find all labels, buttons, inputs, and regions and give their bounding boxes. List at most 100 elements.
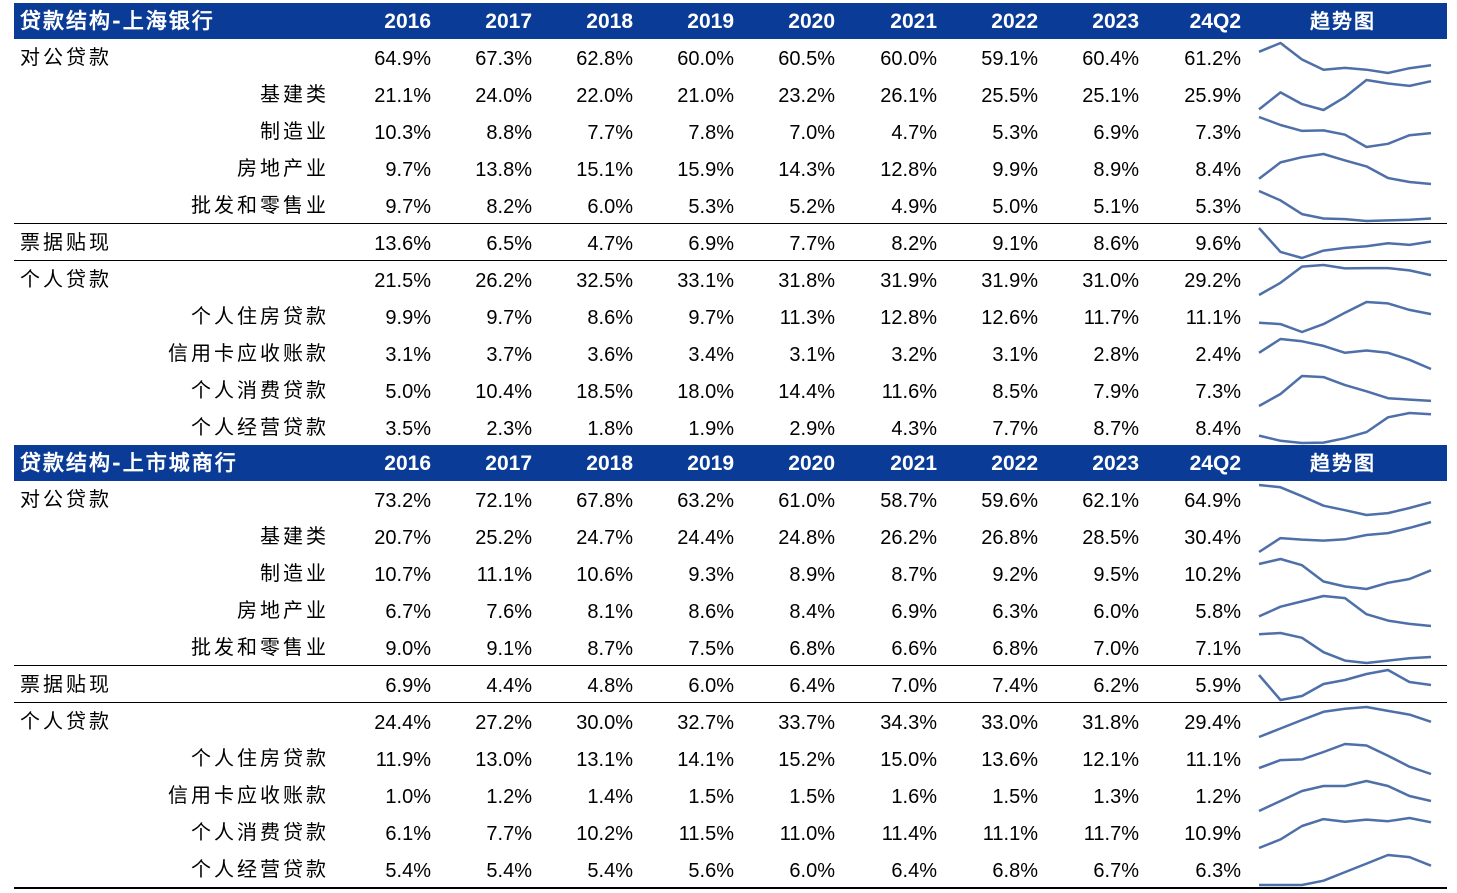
cell-value: 9.7% (486, 307, 532, 329)
cell-value: 7.3% (1195, 122, 1241, 144)
cell-value: 64.9% (374, 48, 431, 70)
cell-value: 23.2% (778, 85, 835, 107)
sparkline-path (1258, 374, 1432, 408)
row-label: 房地产业 (237, 156, 329, 180)
trend-sparkline (1258, 227, 1432, 260)
cell-value: 9.9% (385, 307, 431, 329)
cell-value: 9.6% (1195, 233, 1241, 255)
table-title: 贷款结构-上市城商行 (20, 450, 238, 475)
cell-value: 11.0% (779, 823, 835, 845)
cell-value: 9.1% (486, 638, 532, 660)
trend-sparkline (1258, 78, 1432, 112)
year-header: 24Q2 (1189, 10, 1241, 33)
row-label: 批发和零售业 (191, 193, 329, 217)
cell-value: 24.8% (778, 527, 835, 549)
cell-value: 9.1% (992, 233, 1038, 255)
cell-value: 13.6% (374, 233, 431, 255)
sparkline-path (1258, 742, 1432, 776)
row-label: 个人贷款 (20, 709, 112, 733)
cell-value: 11.3% (779, 307, 835, 329)
cell-value: 7.0% (1093, 638, 1139, 660)
cell-value: 15.1% (576, 159, 633, 181)
cell-value: 25.2% (475, 527, 532, 549)
cell-value: 6.8% (789, 638, 835, 660)
row-label: 信用卡应收账款 (168, 341, 329, 365)
cell-value: 29.2% (1184, 270, 1241, 292)
sparkline-path (1258, 668, 1432, 702)
cell-value: 8.9% (1093, 159, 1139, 181)
cell-value: 5.4% (385, 860, 431, 882)
row-label: 票据贴现 (20, 230, 112, 254)
trend-sparkline (1258, 337, 1432, 371)
cell-value: 6.7% (385, 601, 431, 623)
cell-value: 15.2% (778, 749, 835, 771)
cell-value: 4.7% (587, 233, 633, 255)
cell-value: 30.4% (1184, 527, 1241, 549)
year-header: 2021 (890, 10, 937, 33)
sparkline-path (1258, 411, 1432, 445)
cell-value: 6.9% (1093, 122, 1139, 144)
table-row: 对公贷款 73.2% 72.1% 67.8% 63.2% 61.0% 58.7% 59.6% 6… (14, 481, 1447, 518)
year-header: 2019 (687, 452, 734, 475)
cell-value: 6.1% (385, 823, 431, 845)
trend-sparkline (1258, 411, 1432, 445)
cell-value: 62.8% (576, 48, 633, 70)
row-separator (14, 887, 1447, 889)
sparkline-path (1258, 594, 1432, 628)
cell-value: 11.1% (982, 823, 1038, 845)
year-header: 2021 (890, 452, 937, 475)
sparkline-path (1258, 189, 1432, 223)
cell-value: 5.0% (992, 196, 1038, 218)
cell-value: 33.0% (981, 712, 1038, 734)
cell-value: 9.2% (992, 564, 1038, 586)
sparkline-path (1258, 483, 1432, 517)
cell-value: 1.5% (688, 786, 734, 808)
cell-value: 1.2% (486, 786, 532, 808)
cell-value: 73.2% (374, 490, 431, 512)
cell-value: 8.4% (1195, 159, 1241, 181)
cell-value: 6.9% (891, 601, 937, 623)
cell-value: 11.1% (1185, 749, 1241, 771)
cell-value: 32.7% (677, 712, 734, 734)
cell-value: 9.7% (688, 307, 734, 329)
cell-value: 67.8% (576, 490, 633, 512)
cell-value: 18.0% (677, 381, 734, 403)
cell-value: 2.8% (1093, 344, 1139, 366)
year-header: 24Q2 (1189, 452, 1241, 475)
cell-value: 10.2% (576, 823, 633, 845)
cell-value: 61.0% (778, 490, 835, 512)
sparkline-path (1258, 263, 1432, 297)
trend-sparkline (1258, 152, 1432, 186)
cell-value: 31.8% (1082, 712, 1139, 734)
cell-value: 7.7% (789, 233, 835, 255)
cell-value: 8.6% (1093, 233, 1139, 255)
trend-sparkline (1258, 668, 1432, 702)
cell-value: 8.9% (789, 564, 835, 586)
cell-value: 6.8% (992, 638, 1038, 660)
row-label: 批发和零售业 (191, 635, 329, 659)
cell-value: 21.5% (374, 270, 431, 292)
table-row: 基建类 20.7% 25.2% 24.7% 24.4% 24.8% 26.2% 26.8% 28… (14, 518, 1447, 555)
sparkline-path (1258, 300, 1432, 334)
cell-value: 9.0% (385, 638, 431, 660)
cell-value: 11.7% (1083, 307, 1139, 329)
table-row: 信用卡应收账款 1.0% 1.2% 1.4% 1.5% 1.5% 1.6% 1.5% 1.3% 1… (14, 777, 1447, 814)
table-header: 贷款结构-上海银行 2016 2017 2018 2019 2020 2021 2022 202… (14, 3, 1447, 39)
cell-value: 11.4% (881, 823, 937, 845)
cell-value: 7.0% (891, 675, 937, 697)
trend-sparkline (1259, 853, 1432, 887)
row-separator (14, 665, 1447, 666)
cell-value: 24.7% (576, 527, 633, 549)
cell-value: 1.5% (992, 786, 1038, 808)
cell-value: 62.1% (1082, 490, 1139, 512)
cell-value: 11.1% (476, 564, 532, 586)
row-label: 基建类 (260, 82, 329, 106)
trend-header: 趋势图 (1310, 451, 1376, 475)
cell-value: 4.7% (891, 122, 937, 144)
cell-value: 11.5% (678, 823, 734, 845)
cell-value: 10.9% (1184, 823, 1241, 845)
cell-value: 11.6% (881, 381, 937, 403)
table-row: 制造业 10.7% 11.1% 10.6% 9.3% 8.9% 8.7% 9.2% 9.5% 10… (14, 555, 1447, 592)
cell-value: 6.8% (992, 860, 1038, 882)
cell-value: 3.4% (688, 344, 734, 366)
